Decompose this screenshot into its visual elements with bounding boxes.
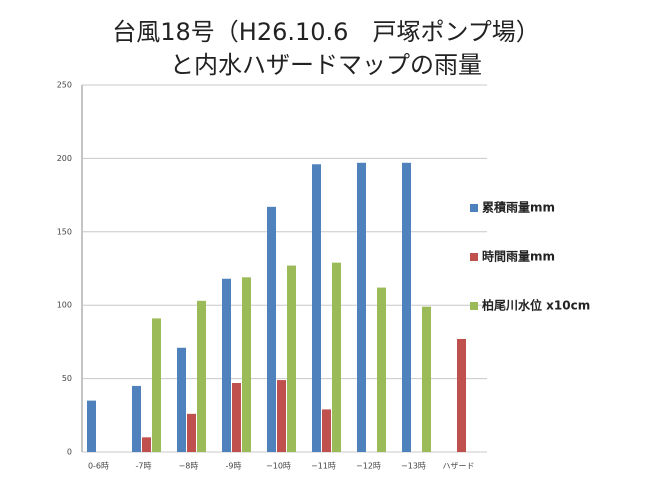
bar: [142, 437, 151, 452]
legend-swatch: [470, 302, 478, 310]
bar: [87, 400, 96, 452]
bar: [312, 164, 321, 452]
bar: [177, 347, 186, 452]
bar: [242, 277, 251, 452]
bar: [152, 318, 161, 452]
y-tick-label: 50: [62, 374, 72, 383]
legend-swatch: [470, 253, 478, 261]
bar: [267, 206, 276, 452]
legend-swatch: [470, 204, 478, 212]
x-tick-label: −10時: [266, 462, 291, 471]
bar: [222, 278, 231, 452]
bar: [457, 338, 466, 452]
bar: [187, 413, 196, 452]
bar: [287, 265, 296, 452]
legend-label: 時間雨量mm: [482, 249, 555, 264]
bar: [377, 287, 386, 452]
bar: [357, 162, 366, 452]
y-tick-label: 250: [57, 81, 72, 90]
y-tick-label: 200: [57, 154, 72, 163]
legend-label: 累積雨量mm: [482, 200, 555, 215]
bar: [332, 262, 341, 452]
x-tick-label: -7時: [136, 462, 152, 471]
chart-title: 台風18号（H26.10.6 戸塚ポンプ場）: [112, 18, 539, 46]
bar: [322, 409, 331, 452]
legend-label: 柏尾川水位 x10cm: [482, 298, 590, 313]
bar: [232, 383, 241, 452]
bar: [422, 306, 431, 452]
x-tick-label: −13時: [401, 462, 426, 471]
x-tick-label: -9時: [226, 462, 242, 471]
y-tick-label: 0: [67, 448, 72, 457]
x-tick-label: ハザード: [443, 462, 475, 471]
bar: [197, 300, 206, 452]
y-tick-label: 100: [57, 301, 72, 310]
bar: [402, 162, 411, 452]
x-tick-label: −11時: [311, 462, 336, 471]
bar: [277, 380, 286, 452]
bar: [132, 385, 141, 452]
x-tick-label: −8時: [179, 462, 199, 471]
y-tick-label: 150: [57, 227, 72, 236]
chart-title: と内水ハザードマップの雨量: [170, 51, 482, 79]
x-tick-label: −12時: [356, 462, 381, 471]
x-tick-label: 0-6時: [88, 462, 109, 471]
